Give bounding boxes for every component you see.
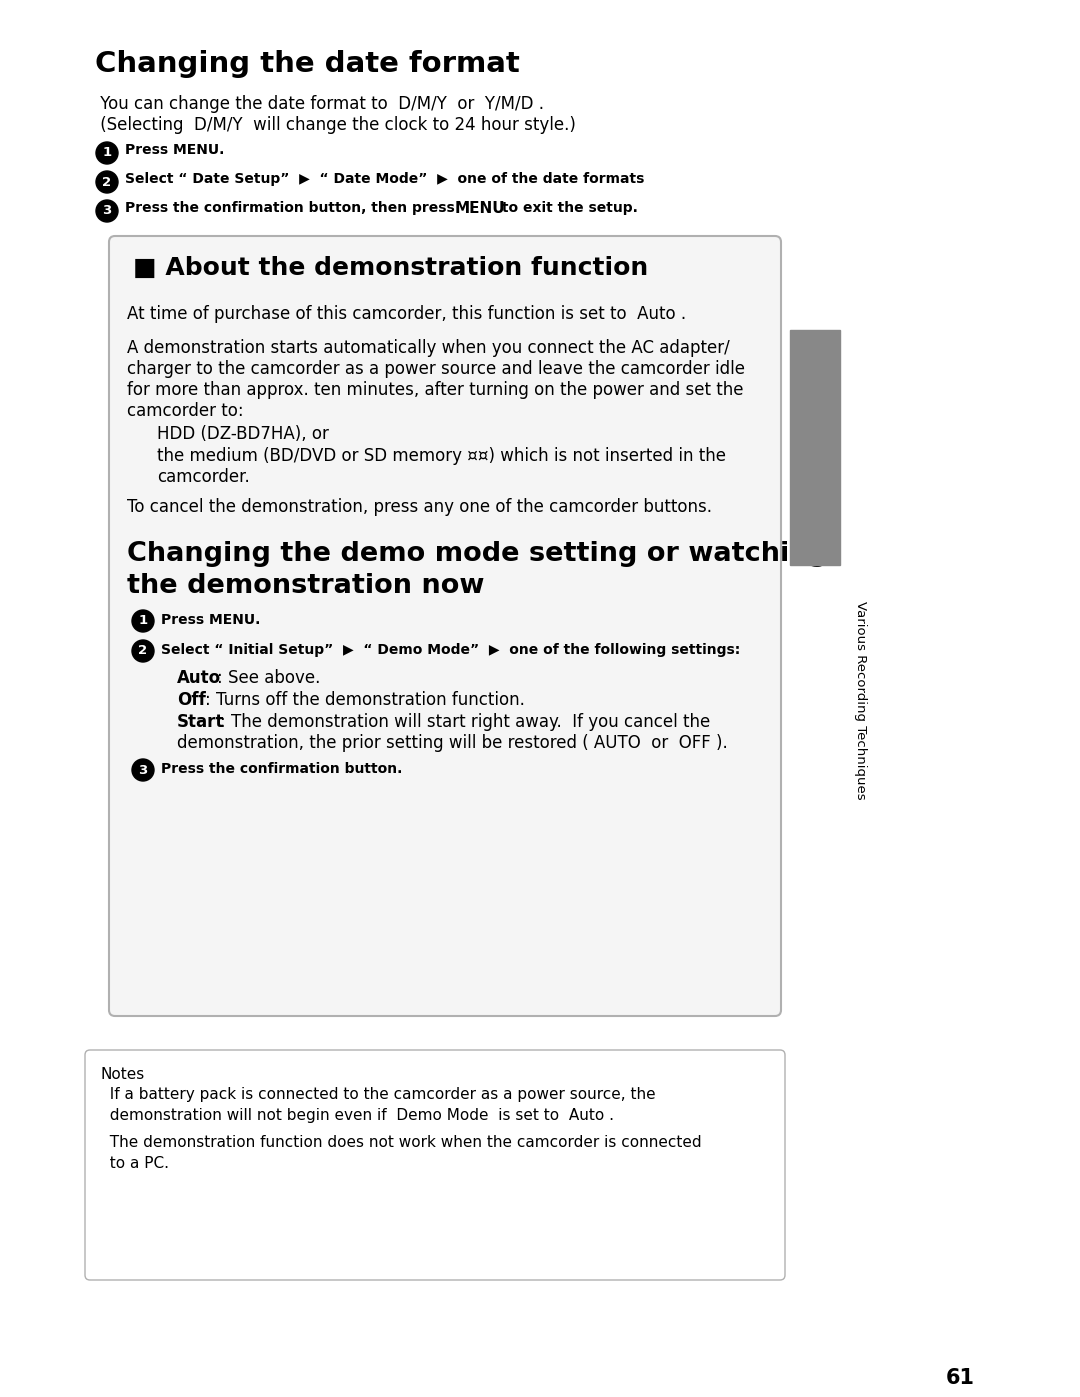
Circle shape (132, 759, 154, 781)
Text: Changing the demo mode setting or watching: Changing the demo mode setting or watchi… (127, 541, 828, 567)
Text: : The demonstration will start right away.  If you cancel the: : The demonstration will start right awa… (220, 712, 711, 731)
Text: camcorder to:: camcorder to: (127, 402, 244, 420)
Text: 1: 1 (138, 615, 148, 627)
Text: Press MENU.: Press MENU. (125, 142, 225, 156)
Text: Select “ Date Setup”  ▶  “ Date Mode”  ▶  one of the date formats: Select “ Date Setup” ▶ “ Date Mode” ▶ on… (125, 172, 645, 186)
Text: demonstration will not begin even if  Demo Mode  is set to  Auto .: demonstration will not begin even if Dem… (100, 1108, 615, 1123)
Text: demonstration, the prior setting will be restored ( AUTO  or  OFF ).: demonstration, the prior setting will be… (177, 733, 728, 752)
Text: A demonstration starts automatically when you connect the AC adapter/: A demonstration starts automatically whe… (127, 339, 730, 358)
Circle shape (132, 640, 154, 662)
Text: You can change the date format to  D/M/Y  or  Y/M/D .: You can change the date format to D/M/Y … (95, 95, 544, 113)
Text: If a battery pack is connected to the camcorder as a power source, the: If a battery pack is connected to the ca… (100, 1087, 656, 1102)
Text: Select “ Initial Setup”  ▶  “ Demo Mode”  ▶  one of the following settings:: Select “ Initial Setup” ▶ “ Demo Mode” ▶… (161, 643, 740, 657)
Bar (789, 330, 840, 564)
Text: 3: 3 (138, 764, 148, 777)
Text: Auto: Auto (177, 669, 221, 687)
Text: (Selecting  D/M/Y  will change the clock to 24 hour style.): (Selecting D/M/Y will change the clock t… (95, 116, 576, 134)
Text: to a PC.: to a PC. (100, 1155, 168, 1171)
Text: : See above.: : See above. (217, 669, 321, 687)
FancyBboxPatch shape (109, 236, 781, 1016)
Text: the medium (BD/DVD or SD memory ¤¤) which is not inserted in the: the medium (BD/DVD or SD memory ¤¤) whic… (157, 447, 726, 465)
Text: Various Recording Techniques: Various Recording Techniques (853, 601, 866, 799)
Text: Press MENU.: Press MENU. (161, 613, 260, 627)
Text: 3: 3 (103, 204, 111, 218)
Text: charger to the camcorder as a power source and leave the camcorder idle: charger to the camcorder as a power sour… (127, 360, 745, 379)
Text: camcorder.: camcorder. (157, 468, 249, 486)
Text: Notes: Notes (100, 1067, 145, 1083)
Text: At time of purchase of this camcorder, this function is set to  Auto .: At time of purchase of this camcorder, t… (127, 305, 686, 323)
Text: the demonstration now: the demonstration now (127, 573, 484, 599)
Circle shape (96, 142, 118, 163)
Text: 61: 61 (945, 1368, 974, 1389)
Text: To cancel the demonstration, press any one of the camcorder buttons.: To cancel the demonstration, press any o… (127, 497, 712, 515)
Text: to exit the setup.: to exit the setup. (497, 201, 638, 215)
Circle shape (96, 170, 118, 193)
Text: : Turns off the demonstration function.: : Turns off the demonstration function. (205, 692, 525, 710)
Text: MENU: MENU (455, 201, 505, 217)
Text: HDD (DZ-BD7HA), or: HDD (DZ-BD7HA), or (157, 425, 329, 443)
Text: Press the confirmation button, then press: Press the confirmation button, then pres… (125, 201, 460, 215)
Circle shape (96, 200, 118, 222)
FancyBboxPatch shape (85, 1051, 785, 1280)
Text: 1: 1 (103, 147, 111, 159)
Text: Changing the date format: Changing the date format (95, 50, 519, 78)
Text: 2: 2 (103, 176, 111, 189)
Text: for more than approx. ten minutes, after turning on the power and set the: for more than approx. ten minutes, after… (127, 381, 743, 400)
Circle shape (132, 610, 154, 631)
Text: ■ About the demonstration function: ■ About the demonstration function (133, 256, 648, 279)
Text: Press the confirmation button.: Press the confirmation button. (161, 761, 403, 775)
Text: The demonstration function does not work when the camcorder is connected: The demonstration function does not work… (100, 1134, 702, 1150)
Text: Start: Start (177, 712, 225, 731)
Text: Off: Off (177, 692, 206, 710)
Text: 2: 2 (138, 644, 148, 658)
